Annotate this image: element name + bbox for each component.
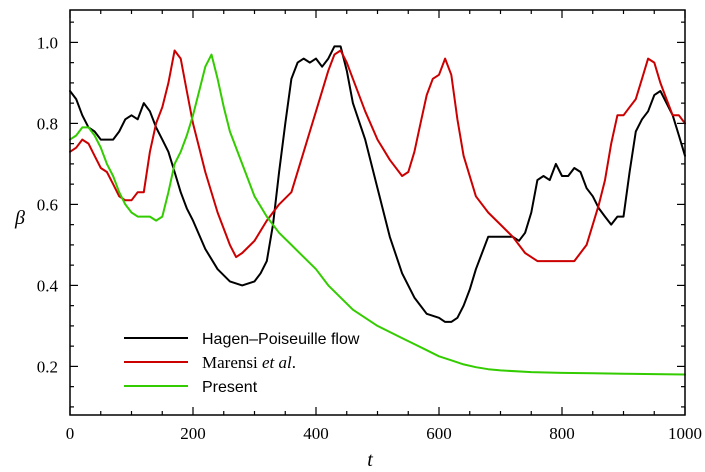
y-tick-label: 0.8 [37,114,58,133]
tick-labels: 0 200 400 600 800 1000 0.2 0.4 0.6 0.8 1.0 [37,33,702,443]
x-tick-label: 600 [426,424,452,443]
legend-label-present: Present [202,379,258,396]
series-layer [69,45,686,376]
legend-marensi-dot: . [292,353,296,372]
x-axis-title: t [367,449,373,471]
axis-ticks [69,10,686,415]
y-tick-label: 1.0 [37,33,58,52]
y-tick-label: 0.6 [37,195,58,214]
y-tick-label: 0.4 [37,276,59,295]
legend-label-marensi: Marensi et al. [202,353,296,372]
legend-marensi-etal: et al [262,353,292,372]
series-line-2 [69,53,686,376]
y-axis-title: β [14,207,25,229]
legend-marensi-name: Marensi [202,353,258,372]
x-tick-label: 0 [66,424,75,443]
x-tick-label: 400 [303,424,329,443]
legend-label-hagen-poiseuille: Hagen–Poiseuille flow [202,331,360,348]
plot-frame [69,9,686,416]
legend: Hagen–Poiseuille flow Marensi et al. Pre… [124,331,360,396]
series-line-1 [69,49,686,263]
x-tick-label: 1000 [668,424,702,443]
x-tick-label: 200 [180,424,206,443]
series-line-0 [69,45,686,323]
y-tick-label: 0.2 [37,357,58,376]
x-tick-label: 800 [549,424,575,443]
